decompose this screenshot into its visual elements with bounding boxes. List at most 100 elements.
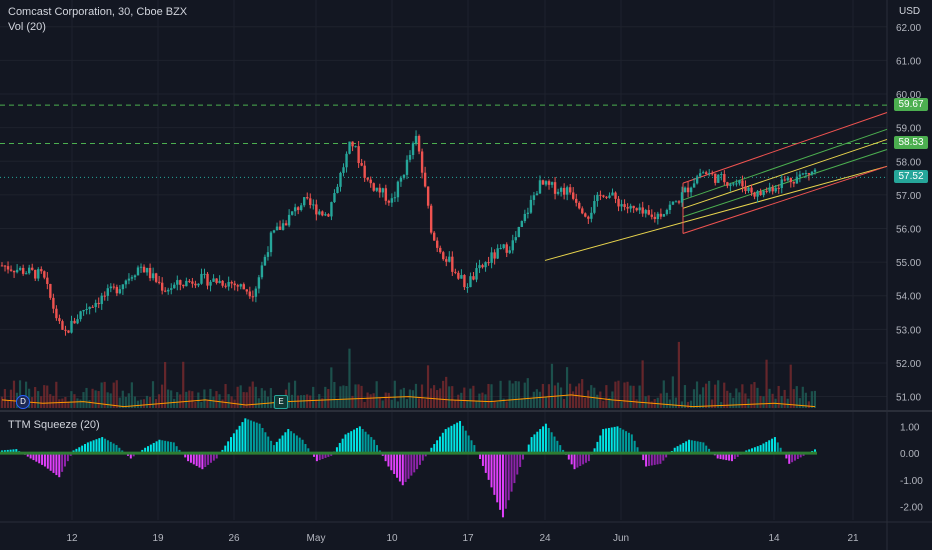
candle-body <box>284 223 288 226</box>
candle-body <box>290 211 294 215</box>
volume-bar <box>6 400 10 408</box>
squeeze-bar <box>450 425 453 454</box>
candle-body <box>251 296 255 298</box>
candle-body <box>677 201 681 203</box>
volume-bar <box>414 383 418 408</box>
squeeze-bar <box>155 441 158 454</box>
volume-bar <box>142 399 146 408</box>
candle-body <box>157 281 161 283</box>
indicator-legend[interactable]: TTM Squeeze (20) <box>8 419 100 431</box>
symbol-title[interactable]: Comcast Corporation, 30, Cboe BZX <box>8 6 188 18</box>
squeeze-bar <box>688 439 691 454</box>
squeeze-bar <box>622 429 625 454</box>
candle-body <box>565 187 569 195</box>
time-axis[interactable]: 12 19 26 May 10 17 24 Jun 14 21 <box>66 533 859 544</box>
candle-body <box>18 267 22 270</box>
squeeze-bar <box>602 429 605 454</box>
volume-bar <box>581 379 584 408</box>
volume-bar <box>387 392 390 408</box>
currency-label[interactable]: USD <box>899 6 921 17</box>
squeeze-bar <box>250 420 253 454</box>
volume-bar <box>644 396 647 408</box>
candle-body <box>112 286 116 288</box>
candle-body <box>281 223 285 230</box>
candle-body <box>115 286 119 294</box>
squeeze-bar <box>544 423 547 454</box>
volume-bar <box>768 388 771 408</box>
candle-body <box>185 280 188 287</box>
volume-bar <box>671 376 674 408</box>
volume-bar <box>529 398 532 408</box>
candle-body <box>804 173 808 175</box>
candle-body <box>596 194 599 202</box>
squeeze-bar <box>146 446 149 454</box>
squeeze-bar <box>507 453 510 501</box>
candle-body <box>653 216 657 219</box>
earnings-badge[interactable]: E <box>274 395 288 409</box>
candle-body <box>659 213 663 217</box>
candle-body <box>167 289 170 292</box>
volume-bar <box>605 385 608 408</box>
volume-bar <box>457 394 460 408</box>
candle-body <box>505 244 508 253</box>
candle-body <box>203 273 206 275</box>
candle-body <box>490 252 493 263</box>
candle-body <box>420 151 424 173</box>
candle-body <box>514 237 517 241</box>
volume-bar <box>52 395 55 408</box>
candle-body <box>173 284 176 289</box>
squeeze-bar <box>610 427 613 454</box>
squeeze-bar <box>284 432 287 454</box>
candle-body <box>306 197 309 199</box>
indicator-tick: 0.00 <box>900 449 920 460</box>
volume-bar <box>714 384 717 408</box>
candle-body <box>765 190 768 192</box>
squeeze-bar <box>647 453 650 466</box>
candle-body <box>339 172 342 187</box>
squeeze-bar <box>696 441 699 454</box>
candle-body <box>396 181 400 198</box>
candle-body <box>121 284 125 290</box>
squeeze-bar <box>444 429 447 454</box>
candle-body <box>15 269 19 273</box>
squeeze-bar <box>258 423 261 454</box>
candle-body <box>777 187 780 189</box>
volume-bar <box>717 380 720 408</box>
squeeze-bar <box>516 453 519 475</box>
volume-bar <box>508 380 511 408</box>
volume-bar <box>396 401 399 408</box>
squeeze-bar <box>579 453 582 466</box>
squeeze-bar <box>596 441 599 454</box>
volume-legend[interactable]: Vol (20) <box>8 21 46 33</box>
volume-bar <box>300 395 303 408</box>
volume-bar <box>381 400 384 408</box>
volume-bar <box>200 401 203 408</box>
candle-body <box>608 195 611 198</box>
candle-body <box>197 283 200 286</box>
candle-body <box>587 216 590 219</box>
volume-bar <box>399 389 402 408</box>
squeeze-bar <box>796 453 799 460</box>
squeeze-bar <box>304 444 307 454</box>
squeeze-bar <box>642 453 645 461</box>
squeeze-bar <box>636 447 639 454</box>
volume-bar <box>744 393 747 408</box>
candle-body <box>559 187 563 192</box>
squeeze-bar <box>207 453 210 465</box>
price-axis[interactable]: 62.00 61.00 60.00 59.00 58.00 57.00 56.00 55.00… <box>896 23 921 404</box>
candle-body <box>296 207 300 211</box>
squeeze-bar <box>338 442 341 454</box>
candle-body <box>798 174 802 177</box>
volume-bar <box>810 391 813 408</box>
volume-bar <box>541 383 544 408</box>
squeeze-bar <box>270 440 273 454</box>
volume-bar <box>526 378 529 408</box>
volume-bar <box>321 398 324 408</box>
squeeze-bar <box>699 441 702 454</box>
squeeze-bar <box>625 431 628 454</box>
dividend-badge[interactable]: D <box>16 395 30 409</box>
volume-bar <box>130 382 133 408</box>
squeeze-bar <box>556 440 559 454</box>
candle-body <box>254 288 258 297</box>
